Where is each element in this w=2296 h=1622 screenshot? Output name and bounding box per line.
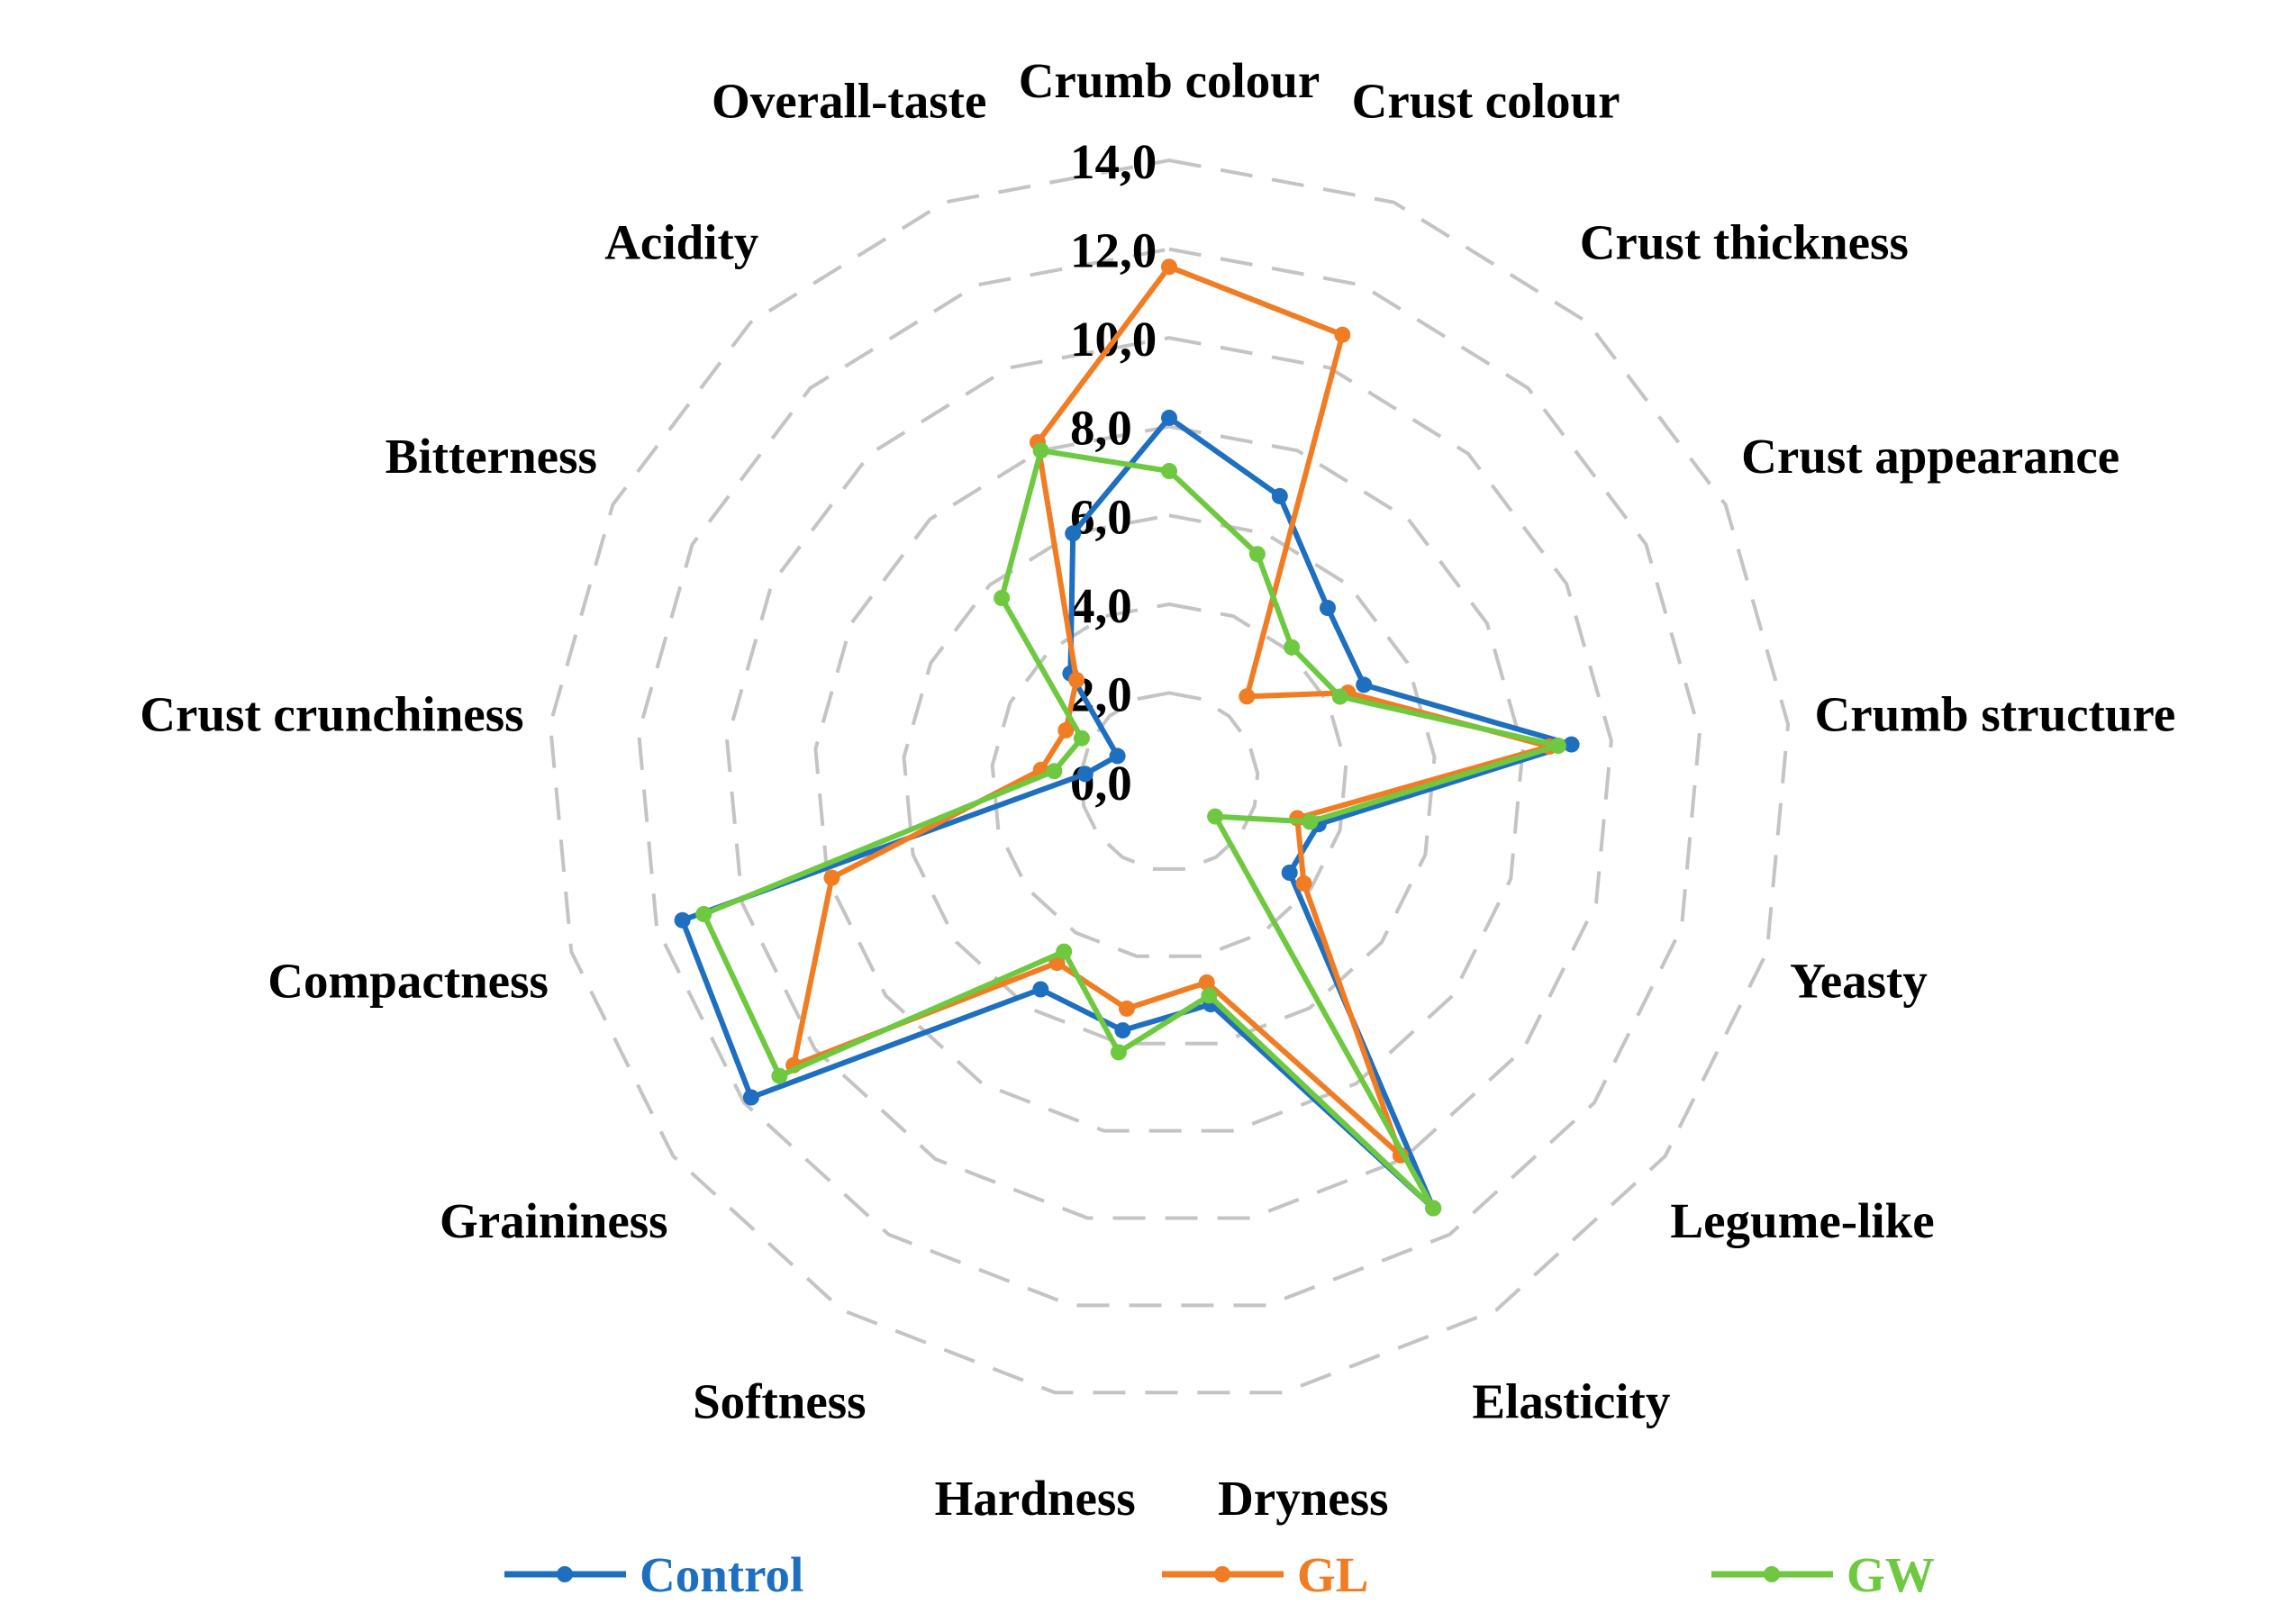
data-point [1032,442,1049,459]
data-point [1161,409,1177,426]
grid-ring [637,247,1702,1308]
axis-label: Bitterness [386,429,597,484]
axis-label: Elasticity [1472,1374,1670,1429]
data-point [674,911,691,929]
data-point [1161,463,1177,479]
axis-label: Hardness [935,1471,1136,1526]
axis-label: Crust appearance [1741,429,2119,484]
legend-label: GL [1297,1547,1368,1602]
data-point [1207,808,1224,825]
data-point [1295,874,1312,892]
legend-label: Control [640,1547,803,1602]
series-line [701,448,1561,1211]
data-point [1334,326,1351,343]
data-point [1331,688,1348,705]
axis-labels: Crumb colour Crust colour Crust thickness C… [140,53,2175,1526]
axis-label: Crumb structure [1815,686,2176,741]
axis-label: Softness [693,1374,867,1429]
legend-item-gl: GL [1162,1547,1368,1602]
tick-labels: 0,02,04,06,08,010,012,014,0 [1070,134,1157,811]
data-point [1201,987,1218,1004]
data-point [1109,748,1126,765]
data-point [994,590,1011,606]
data-point [742,1089,759,1106]
data-point [1118,1000,1135,1017]
series-line [791,264,1552,1158]
axis-label: Crust colour [1352,74,1620,129]
axis-label: Compactness [268,954,549,1009]
series-layer [674,258,1580,1217]
axis-label: Overall-taste [712,74,986,129]
grid-rings [548,158,1791,1395]
series-line [679,415,1575,1211]
tick-label: 8,0 [1070,401,1132,456]
grid-ring [1078,691,1260,871]
data-point [1281,865,1298,881]
grid-ring [725,336,1613,1220]
legend: Control GL GW [504,1547,1935,1602]
data-point [1563,736,1580,753]
axis-label: Yeasty [1790,954,1928,1009]
data-point [1549,738,1566,754]
legend-item-gw: GW [1711,1547,1935,1602]
data-point [1110,1044,1127,1061]
series-gw [695,442,1566,1217]
data-point [1284,639,1301,656]
axis-label: Crust thickness [1580,214,1909,269]
data-point [1056,943,1073,960]
data-point [1046,763,1063,780]
axis-label: Acidity [604,214,758,269]
data-point [1248,546,1266,563]
axis-label: Dryness [1218,1471,1388,1526]
grid-ring [548,158,1791,1395]
tick-label: 14,0 [1070,134,1157,189]
legend-marker [557,1566,573,1582]
data-point [1198,974,1215,991]
data-point [823,869,840,886]
grid-ring [902,513,1437,1046]
data-point [1356,676,1373,693]
legend-label: GW [1847,1547,1935,1602]
grid-ring [813,424,1525,1133]
tick-label: 4,0 [1070,578,1132,633]
data-point [1271,487,1288,504]
data-point [1161,258,1177,276]
data-point [1320,600,1336,616]
data-point [1068,672,1085,689]
axis-label: Legume-like [1670,1193,1934,1248]
series-gl [785,258,1557,1164]
data-point [1032,981,1049,998]
data-point [1057,721,1075,739]
tick-label: 12,0 [1070,223,1157,278]
axis-label: Crumb colour [1019,53,1320,108]
data-point [1065,525,1082,542]
data-point [1073,729,1090,747]
data-point [1302,813,1319,830]
legend-item-control: Control [504,1547,803,1602]
data-point [1239,688,1256,705]
data-point [1076,766,1094,783]
data-point [1425,1200,1442,1217]
axis-label: Graininess [440,1193,668,1248]
data-point [1114,1022,1131,1039]
axis-label: Crust crunchiness [140,686,523,741]
data-point [695,906,712,922]
legend-marker [1214,1566,1230,1582]
legend-marker [1764,1566,1780,1582]
data-point [771,1067,788,1084]
grid-ring [990,602,1348,958]
